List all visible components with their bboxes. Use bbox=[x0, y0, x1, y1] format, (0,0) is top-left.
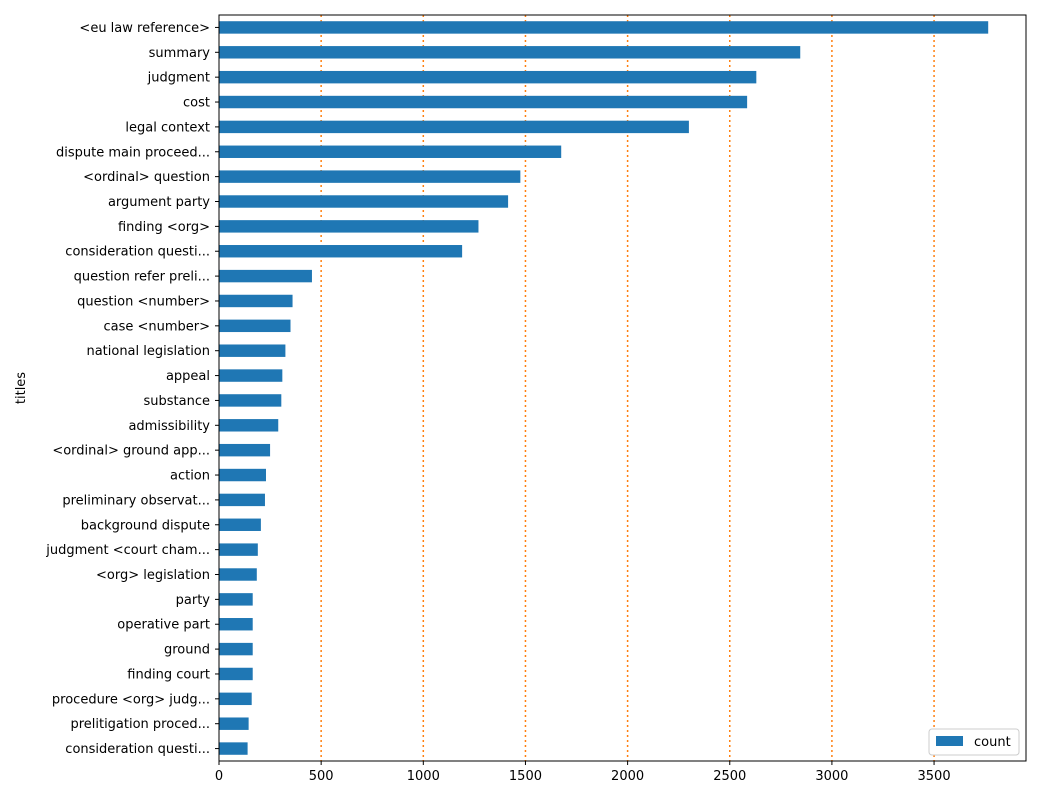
y-tick-label: consideration questi... bbox=[65, 245, 210, 260]
bar bbox=[219, 692, 252, 706]
y-tick-label: substance bbox=[144, 394, 211, 409]
bar bbox=[219, 394, 282, 407]
y-tick-label: operative part bbox=[117, 618, 210, 633]
y-tick-label: appeal bbox=[166, 369, 210, 384]
legend-swatch-count bbox=[936, 736, 963, 746]
y-tick-label: procedure <org> judg... bbox=[52, 692, 210, 707]
y-tick-label: argument party bbox=[108, 195, 210, 210]
bar bbox=[219, 543, 258, 556]
x-axis-ticks: 0 500 1000 1500 2000 2500 3000 3500 bbox=[215, 761, 951, 784]
bar bbox=[219, 294, 293, 308]
bar bbox=[219, 170, 521, 183]
bar bbox=[219, 70, 757, 84]
y-tick-label: question refer preli... bbox=[74, 270, 210, 285]
bar bbox=[219, 120, 689, 134]
x-tick-label: 0 bbox=[215, 769, 223, 784]
bar bbox=[219, 642, 253, 656]
y-tick-label: <ordinal> question bbox=[83, 170, 210, 185]
y-tick-label: case <number> bbox=[103, 319, 210, 334]
bars bbox=[219, 21, 989, 755]
y-tick-label: dispute main proceed... bbox=[56, 145, 210, 160]
bar bbox=[219, 220, 479, 233]
bar bbox=[219, 468, 266, 482]
x-tick-label: 2000 bbox=[611, 769, 644, 784]
y-tick-label: <ordinal> ground app... bbox=[52, 444, 210, 459]
x-tick-label: 3000 bbox=[815, 769, 848, 784]
y-tick-label: judgment bbox=[147, 71, 210, 86]
bar bbox=[219, 195, 509, 208]
y-tick-label: party bbox=[176, 593, 211, 608]
y-axis-label: titles bbox=[14, 372, 29, 404]
bar bbox=[219, 568, 257, 581]
legend-box bbox=[928, 728, 1020, 756]
bar bbox=[219, 245, 463, 258]
bar bbox=[219, 518, 261, 531]
legend: count bbox=[928, 728, 1020, 756]
bar bbox=[219, 21, 989, 34]
y-tick-label: ground bbox=[164, 643, 210, 658]
y-tick-label: <org> legislation bbox=[96, 568, 210, 583]
bar bbox=[219, 443, 271, 457]
bar bbox=[219, 717, 249, 730]
y-tick-label: cost bbox=[183, 96, 210, 111]
x-tick-label: 1500 bbox=[509, 769, 542, 784]
y-tick-label: <eu law reference> bbox=[79, 21, 210, 36]
y-tick-label: background dispute bbox=[81, 518, 210, 533]
y-tick-label: summary bbox=[149, 46, 211, 61]
y-tick-label: action bbox=[170, 469, 210, 484]
y-tick-label: question <number> bbox=[77, 294, 210, 309]
y-tick-label: judgment <court cham... bbox=[45, 543, 210, 558]
bar bbox=[219, 269, 312, 283]
y-tick-label: legal context bbox=[125, 120, 210, 135]
y-tick-label: consideration questi... bbox=[65, 742, 210, 757]
y-tick-label: prelitigation proced... bbox=[70, 717, 210, 732]
y-tick-label: admissibility bbox=[128, 419, 210, 434]
y-tick-label: finding <org> bbox=[118, 220, 210, 235]
bar bbox=[219, 319, 291, 333]
y-tick-label: preliminary observat... bbox=[62, 493, 210, 508]
bar bbox=[219, 742, 248, 755]
x-tick-label: 1000 bbox=[407, 769, 440, 784]
bar bbox=[219, 493, 265, 507]
bar bbox=[219, 667, 253, 681]
plot-frame bbox=[218, 14, 1027, 762]
bar bbox=[219, 95, 748, 109]
bar bbox=[219, 145, 562, 158]
y-tick-label: finding court bbox=[127, 667, 210, 682]
x-tick-label: 2500 bbox=[713, 769, 746, 784]
bar bbox=[219, 618, 253, 631]
x-tick-label: 3500 bbox=[918, 769, 951, 784]
bar bbox=[219, 593, 253, 606]
x-tick-label: 500 bbox=[309, 769, 334, 784]
bar bbox=[219, 419, 279, 432]
bar bbox=[219, 46, 801, 59]
y-tick-label: national legislation bbox=[86, 344, 210, 359]
bar bbox=[219, 369, 283, 382]
gridlines bbox=[320, 15, 935, 761]
legend-label-count: count bbox=[974, 735, 1011, 750]
y-axis-ticks: <eu law reference> summary judgment cost leg… bbox=[45, 21, 219, 757]
bar bbox=[219, 344, 286, 357]
